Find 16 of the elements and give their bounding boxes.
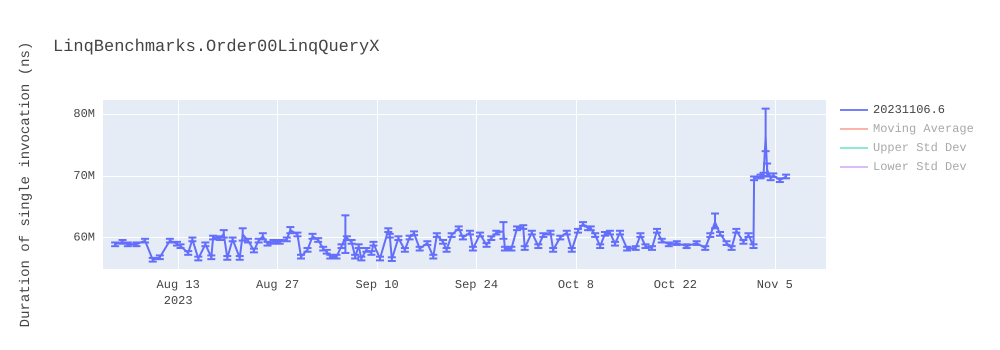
legend-label: 20231106.6 [873, 103, 946, 117]
x-tick-label: Sep 24 [454, 278, 498, 292]
x-tick-label: Oct 22 [654, 278, 697, 292]
x-tick-label: Aug 27 [256, 278, 300, 292]
x-tick-label: Sep 10 [355, 278, 399, 292]
y-tick-label: 80M [73, 107, 95, 122]
legend-label: Moving Average [873, 122, 974, 136]
y-axis-title: Duration of single invocation (ns) [18, 42, 34, 328]
legend-label: Lower Std Dev [873, 160, 967, 174]
y-tick-label: 60M [73, 230, 95, 245]
x-tick-label: Oct 8 [558, 278, 594, 292]
x-tick-label: Aug 13 2023 [156, 278, 200, 308]
y-tick-label: 70M [73, 168, 95, 183]
chart-title: LinqBenchmarks.Order00LinqQueryX [53, 38, 380, 57]
x-tick-label: Nov 5 [756, 278, 793, 292]
legend-label: Upper Std Dev [873, 141, 967, 155]
